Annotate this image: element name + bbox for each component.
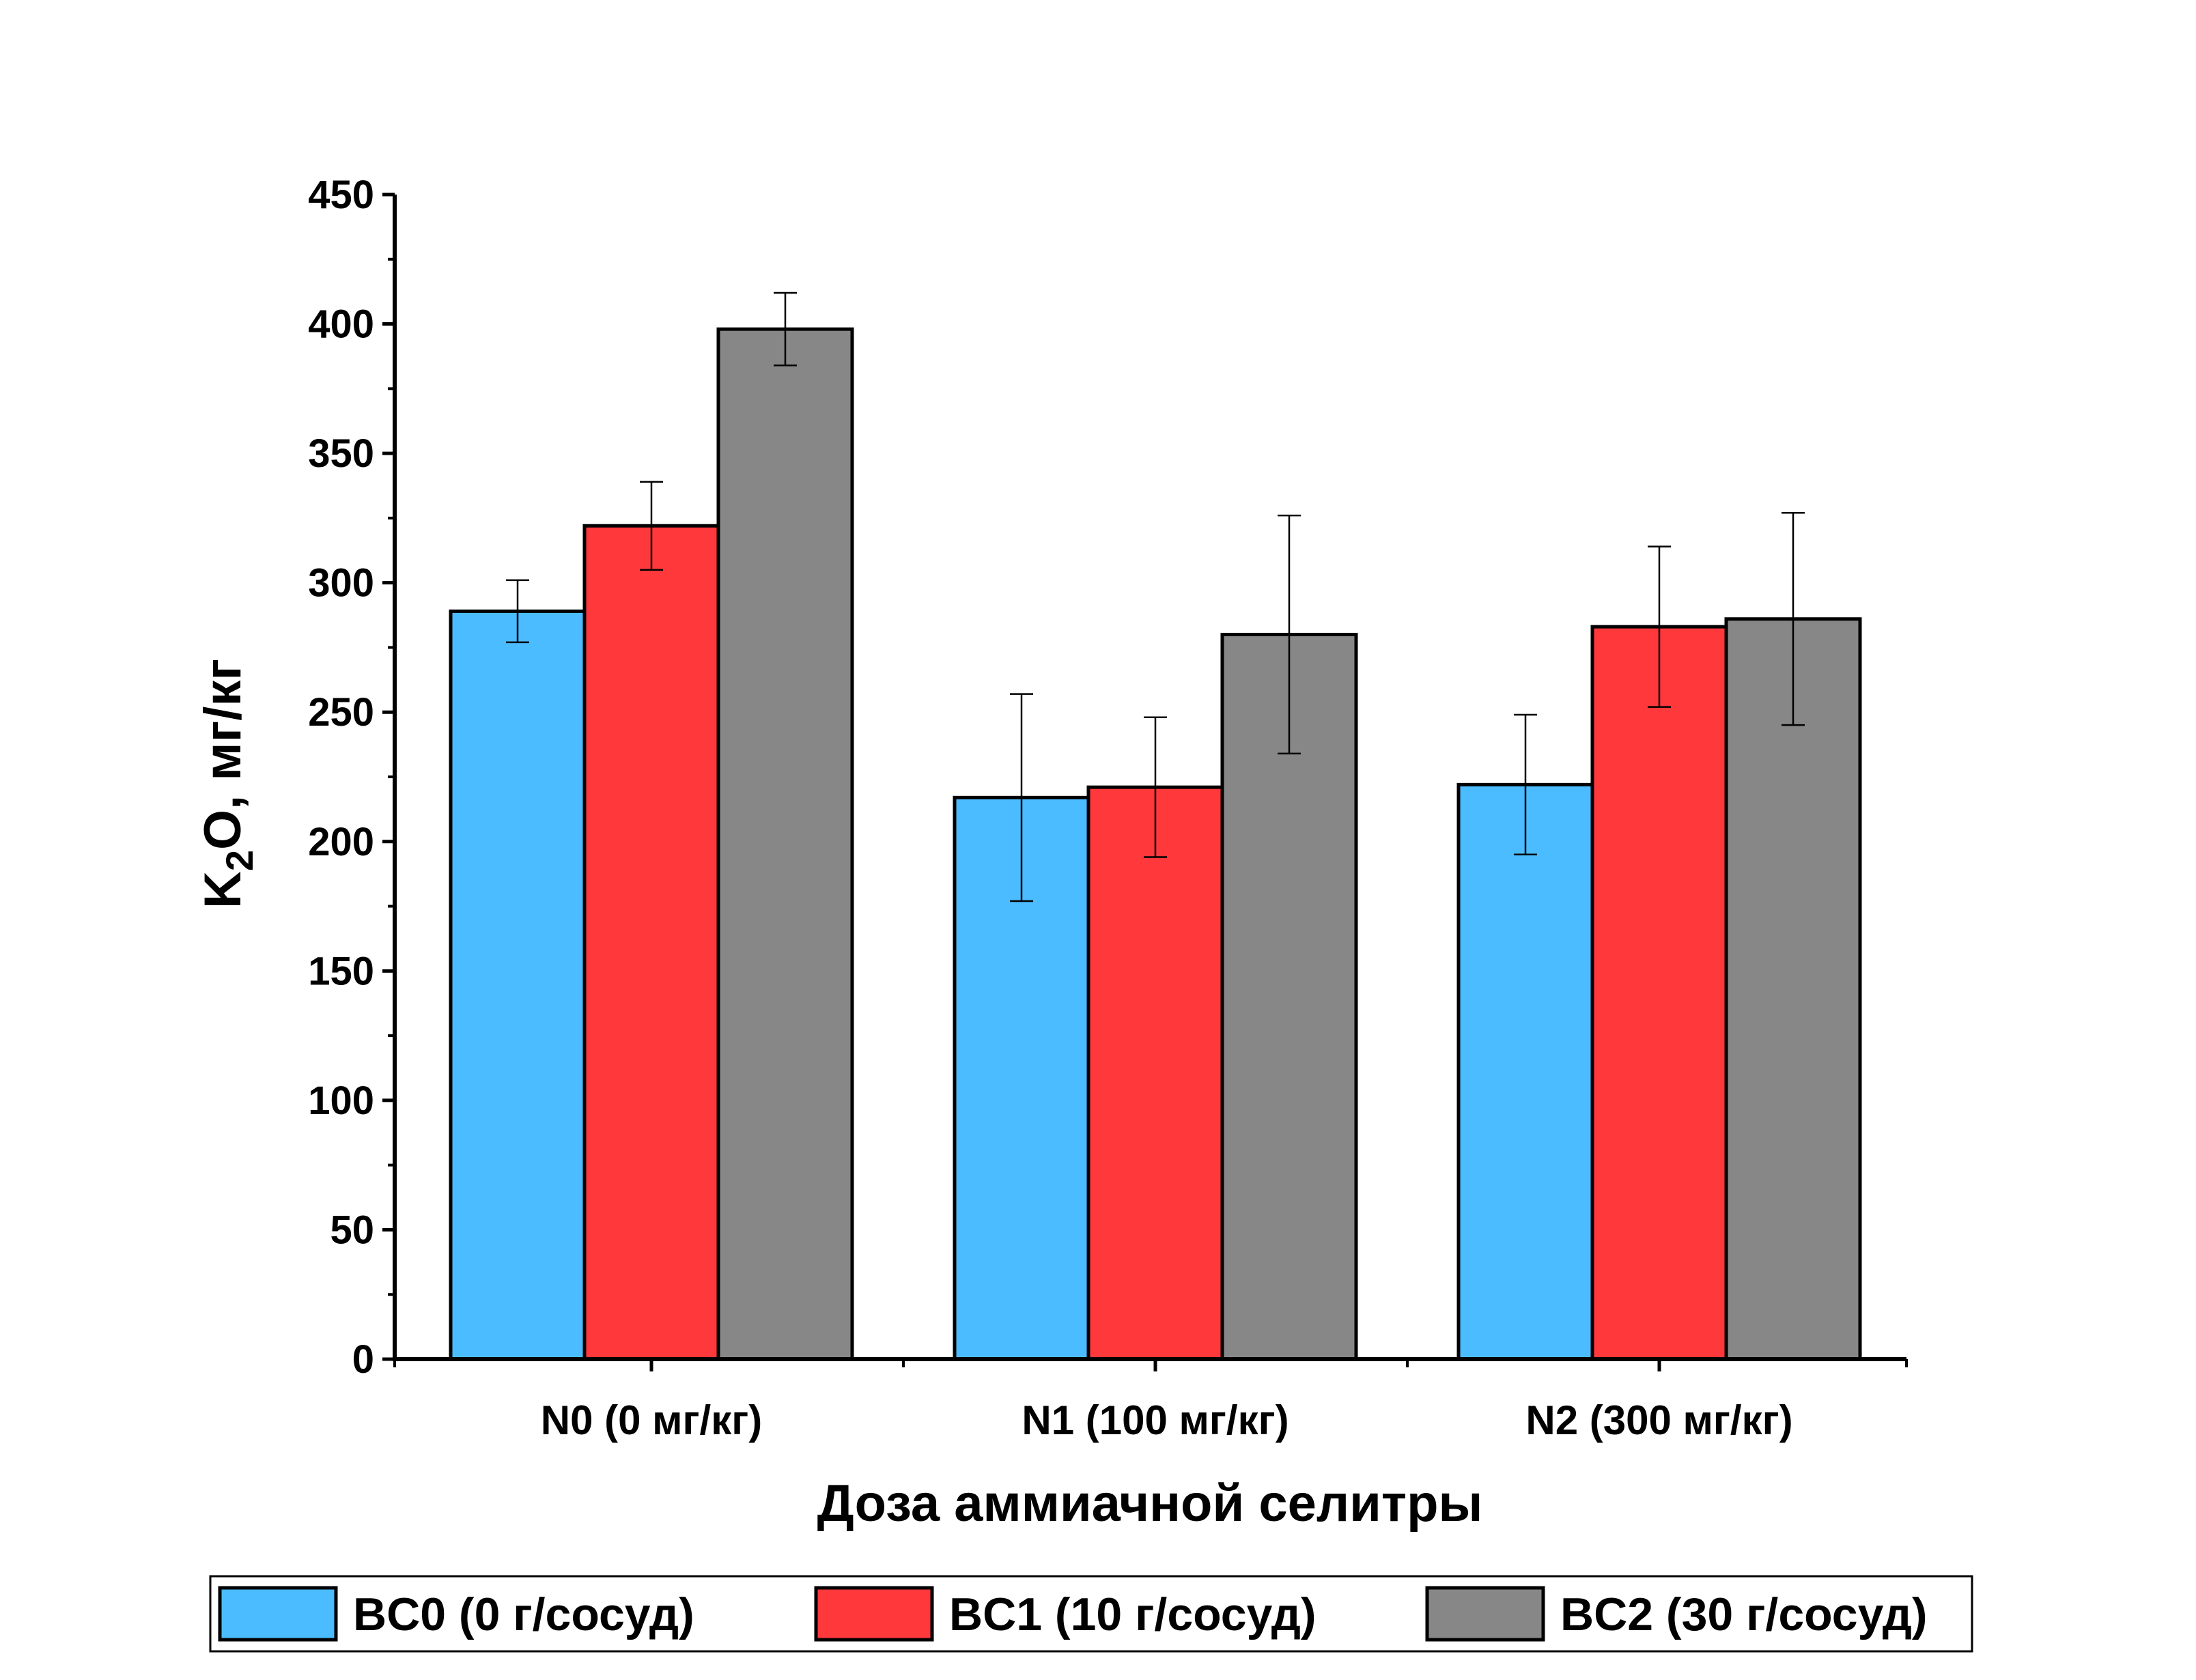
x-tick-label: N0 (0 мг/кг) — [541, 1397, 762, 1443]
bar-3-1 — [716, 327, 854, 1361]
legend-label: BC0 (0 г/сосуд) — [353, 1589, 694, 1640]
y-tick-label: 150 — [308, 949, 374, 993]
y-tick-label: 350 — [308, 431, 374, 476]
error-bar-1-2 — [1010, 693, 1033, 902]
legend-label: BC1 (10 г/сосуд) — [949, 1589, 1317, 1640]
y-axis-title-main: K — [194, 871, 252, 909]
error-bar-2-2 — [1144, 716, 1167, 858]
y-tick-label: 450 — [308, 173, 374, 217]
legend-item-2: BC1 (10 г/сосуд) — [814, 1586, 1317, 1642]
legend-item-3: BC2 (30 г/сосуд) — [1425, 1586, 1928, 1642]
y-axis-title-subscript: 2 — [218, 850, 261, 871]
bar-3-2 — [1220, 632, 1358, 1361]
y-tick-label: 200 — [308, 820, 374, 864]
y-axis-title-rest: O, мг/кг — [194, 659, 252, 850]
bar-2-1 — [582, 524, 720, 1361]
legend-frame — [209, 1575, 1973, 1653]
y-axis-title: K2O, мг/кг — [194, 659, 261, 909]
y-tick-label: 250 — [308, 690, 374, 735]
y-tick-label: 0 — [352, 1337, 374, 1382]
error-bars-layer — [506, 291, 1805, 902]
error-bar-2-3 — [1648, 545, 1671, 708]
legend-swatch — [814, 1586, 934, 1642]
bar-3-3 — [1724, 617, 1862, 1361]
legend-item-1: BC0 (0 г/сосуд) — [218, 1586, 694, 1642]
error-bar-3-2 — [1278, 514, 1301, 755]
legend: BC0 (0 г/сосуд) BC1 (10 г/сосуд) BC2 (30 г… — [209, 1575, 1973, 1653]
legend-swatch — [218, 1586, 338, 1642]
legend-label: BC2 (30 г/сосуд) — [1560, 1589, 1928, 1640]
y-tick-label: 300 — [308, 561, 374, 606]
error-bar-3-1 — [774, 291, 797, 367]
y-tick-label: 100 — [308, 1079, 374, 1123]
x-tick-label: N2 (300 мг/кг) — [1525, 1397, 1792, 1443]
x-tick-label: N1 (100 мг/кг) — [1022, 1397, 1289, 1443]
x-ticks-layer: N0 (0 мг/кг) N1 (100 мг/кг) N2 (300 мг/кг) — [393, 1359, 1908, 1443]
error-bar-1-1 — [506, 579, 529, 644]
bar-2-2 — [1086, 785, 1224, 1361]
y-tick-label: 50 — [330, 1208, 374, 1252]
bar-1-3 — [1456, 782, 1594, 1361]
y-ticks-layer: 0 50 100 150 200 250 300 350 400 450 — [308, 173, 395, 1382]
bar-1-1 — [449, 609, 587, 1361]
y-tick-label: 400 — [308, 302, 374, 347]
legend-items: BC0 (0 г/сосуд) BC1 (10 г/сосуд) BC2 (30 г… — [218, 1586, 1928, 1642]
x-axis-title: Доза аммиачной селитры — [817, 1475, 1483, 1533]
error-bar-1-3 — [1514, 713, 1537, 855]
bar-2-3 — [1590, 625, 1728, 1361]
error-bar-2-1 — [640, 481, 663, 571]
legend-swatch — [1425, 1586, 1545, 1642]
error-bar-3-3 — [1782, 512, 1805, 726]
